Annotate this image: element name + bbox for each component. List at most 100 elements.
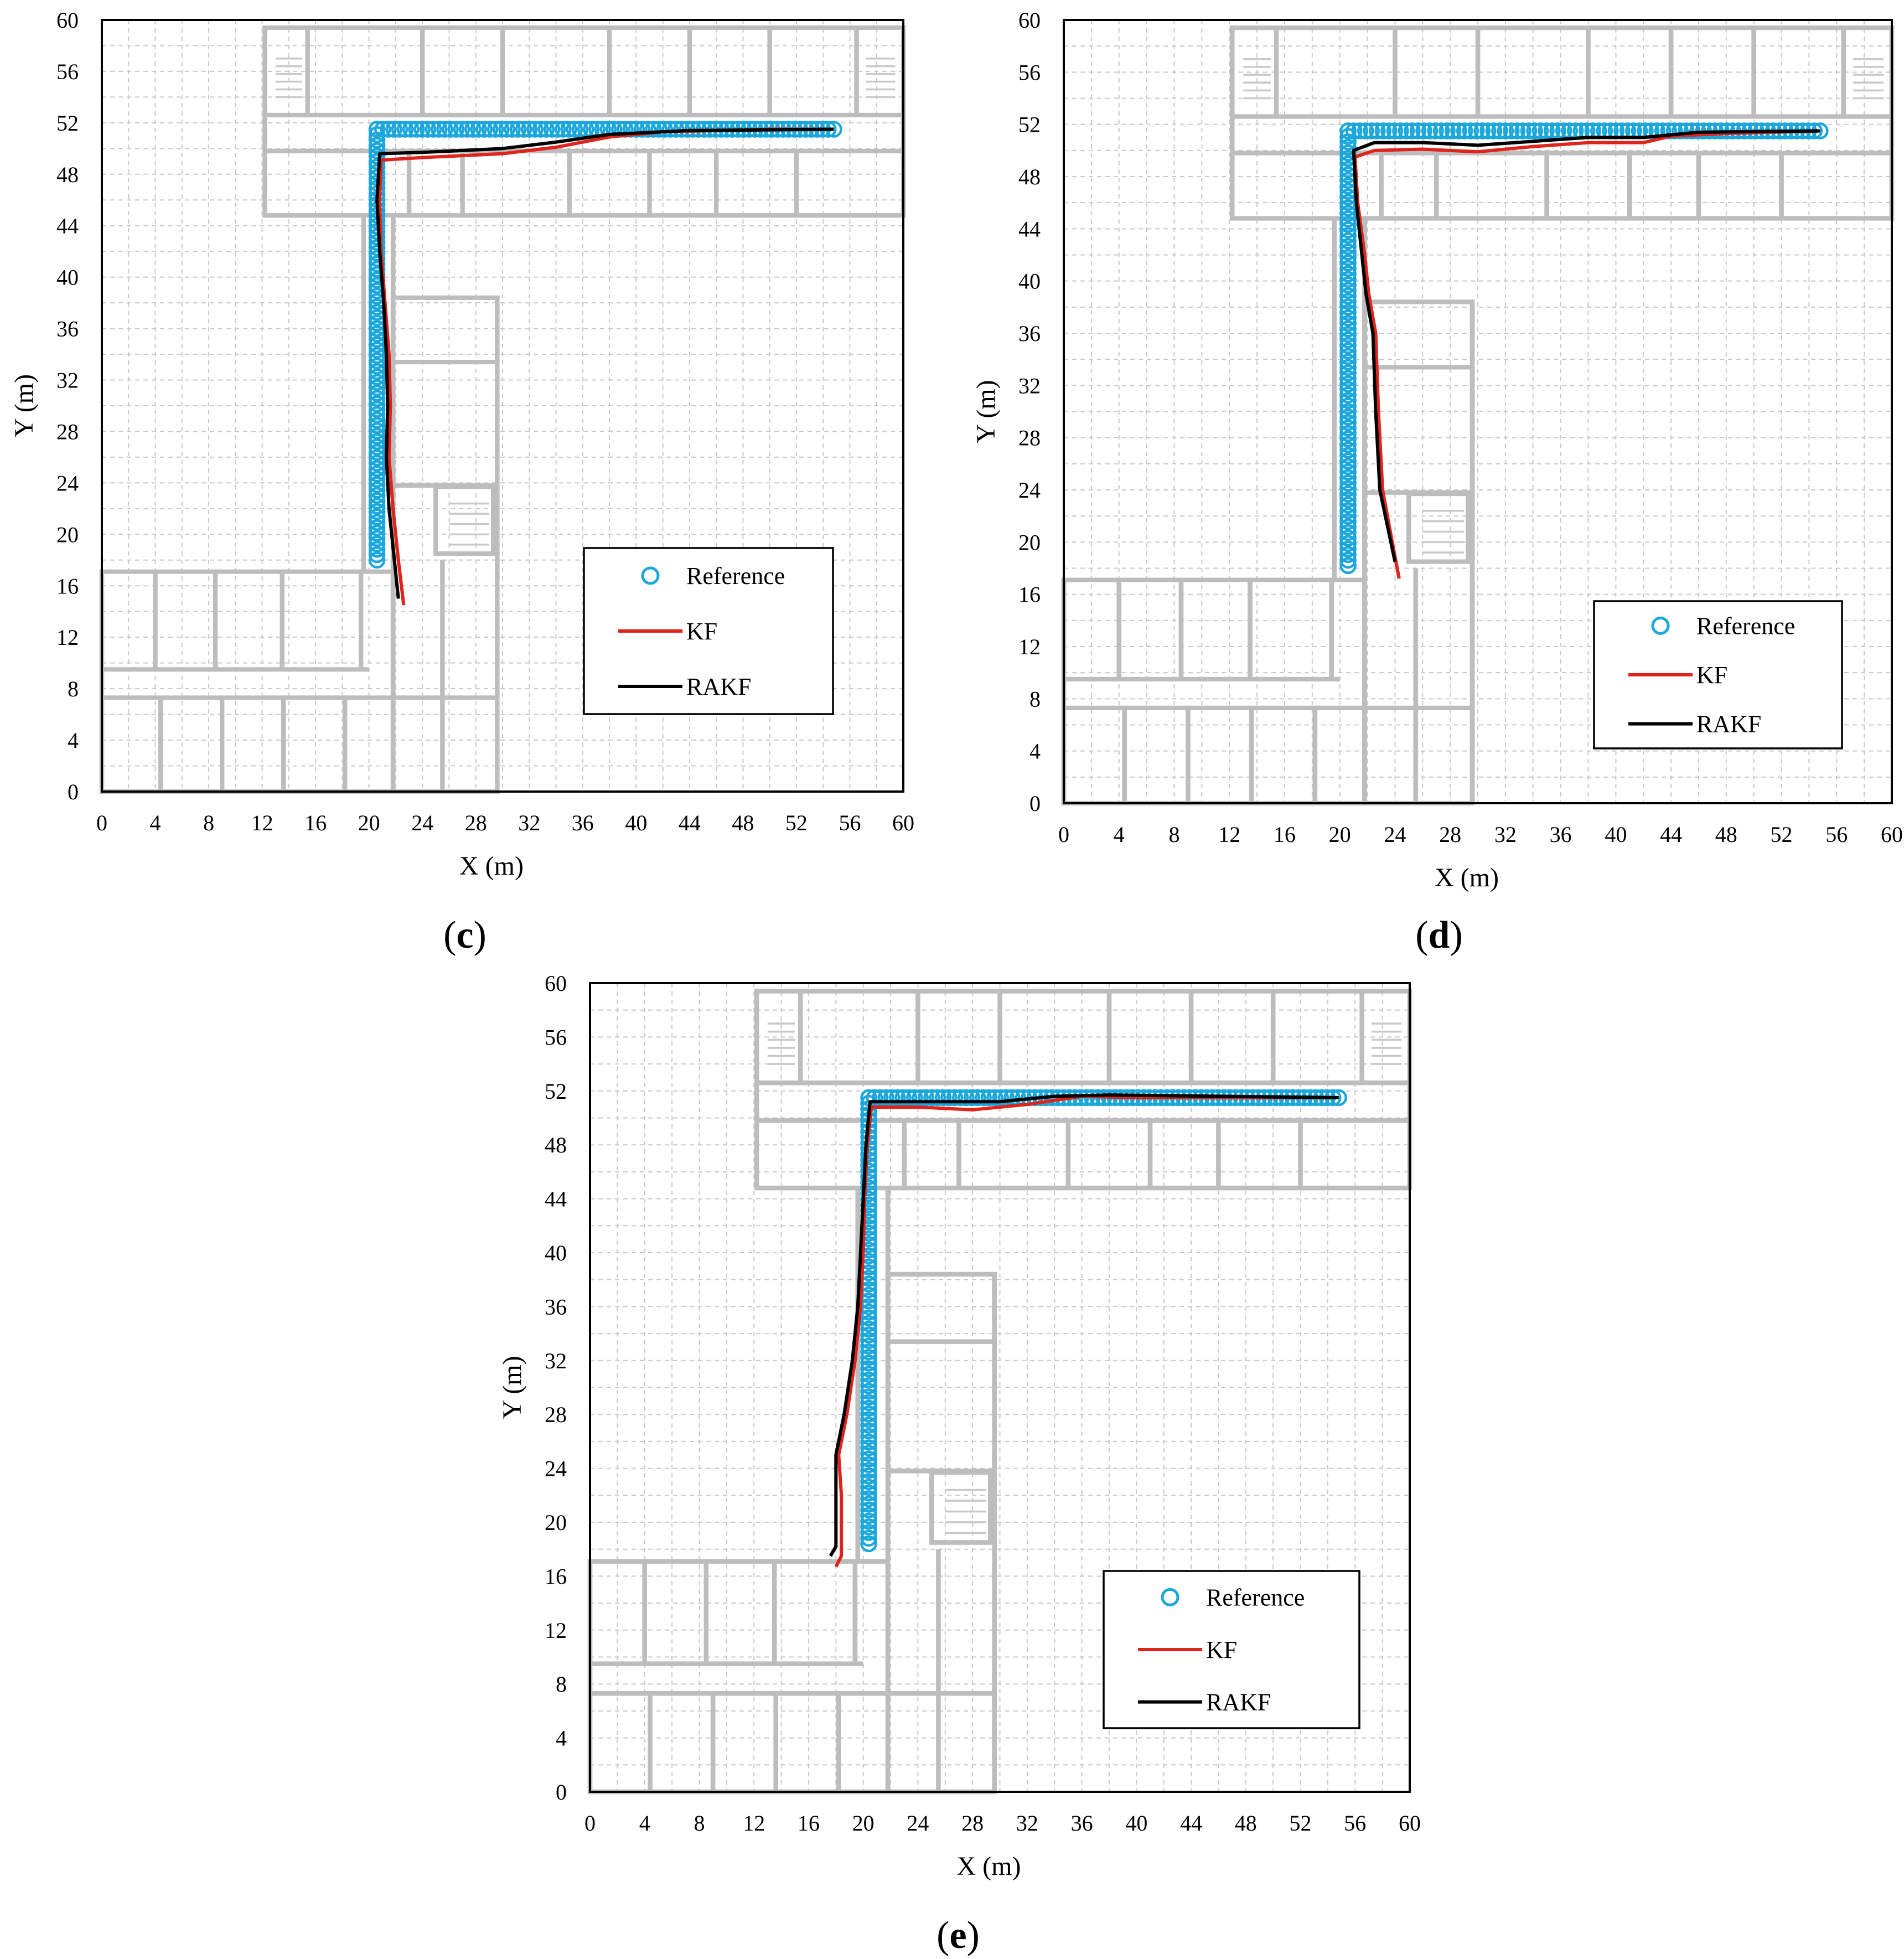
reference-point <box>1339 205 1357 222</box>
reference-point <box>650 121 668 138</box>
reference-point <box>860 1456 877 1474</box>
reference-point <box>1339 463 1357 481</box>
reference-point <box>860 1191 877 1208</box>
reference-point <box>368 137 386 154</box>
reference-point <box>958 1089 975 1107</box>
reference-point <box>860 1355 877 1372</box>
y-tick-label: 44 <box>545 1187 567 1212</box>
reference-point <box>368 384 386 402</box>
reference-point <box>385 121 402 138</box>
x-tick-label: 4 <box>150 810 161 835</box>
reference-point <box>1339 331 1357 349</box>
reference-point <box>917 1089 935 1107</box>
x-tick-label: 32 <box>1016 1811 1038 1836</box>
reference-point <box>1339 392 1357 409</box>
reference-point <box>1339 282 1357 299</box>
reference-point <box>368 374 386 391</box>
reference-point <box>1485 122 1503 139</box>
panel-label: (c) <box>443 914 487 957</box>
reference-point <box>860 1501 877 1518</box>
reference-point <box>1339 326 1357 343</box>
reference-point <box>906 1089 923 1107</box>
reference-point <box>571 121 589 138</box>
reference-point <box>934 1089 952 1107</box>
legend-label: Reference <box>686 562 785 590</box>
x-tick-label: 48 <box>732 810 754 835</box>
reference-point <box>368 342 386 359</box>
reference-point <box>1339 271 1357 288</box>
reference-point <box>1491 122 1508 139</box>
reference-point <box>1357 122 1374 139</box>
x-tick-label: 20 <box>1329 822 1351 847</box>
y-tick-label: 60 <box>56 8 79 33</box>
reference-point <box>1404 122 1421 139</box>
y-tick-label: 16 <box>56 573 79 598</box>
legend-label: KF <box>1696 661 1727 689</box>
reference-point <box>1462 122 1479 139</box>
x-tick-label: 16 <box>798 1811 820 1836</box>
reference-point <box>368 406 386 423</box>
plot-frame <box>1063 19 1893 804</box>
x-tick-label: 44 <box>679 810 701 835</box>
reference-point <box>1339 276 1357 294</box>
reference-point <box>860 1383 877 1400</box>
x-tick-label: 8 <box>1168 822 1179 847</box>
reference-point <box>1339 122 1357 139</box>
reference-point <box>860 1518 877 1536</box>
reference-point <box>1339 447 1357 464</box>
x-axis-label: X (m) <box>1435 863 1499 892</box>
x-axis-label: X (m) <box>459 851 524 881</box>
reference-point <box>1392 122 1409 139</box>
reference-point <box>1508 122 1526 139</box>
y-tick-label: 48 <box>545 1133 567 1157</box>
reference-point <box>894 1089 912 1107</box>
reference-point <box>1339 364 1357 382</box>
reference-point <box>860 1496 877 1513</box>
reference-point <box>860 1434 877 1451</box>
reference-point <box>458 121 476 138</box>
x-tick-label: 12 <box>743 1811 765 1836</box>
reference-point <box>1543 122 1561 139</box>
reference-point <box>368 433 386 451</box>
reference-point <box>515 121 532 138</box>
reference-point <box>860 1185 877 1202</box>
legend: Reference KF RAKF <box>1103 1570 1360 1729</box>
y-tick-label: 28 <box>56 419 79 444</box>
x-tick-label: 32 <box>1494 822 1517 847</box>
reference-point <box>368 487 386 504</box>
reference-point <box>1339 518 1357 536</box>
reference-point <box>860 1399 877 1417</box>
x-tick-label: 16 <box>1274 822 1296 847</box>
reference-point <box>1339 397 1357 415</box>
y-tick-label: 8 <box>556 1672 567 1697</box>
reference-point <box>1339 474 1357 492</box>
reference-point <box>860 1174 877 1191</box>
reference-point <box>860 1349 877 1366</box>
reference-point <box>368 261 386 278</box>
reference-point <box>368 530 386 547</box>
y-tick-label: 8 <box>1029 686 1041 711</box>
y-tick-label: 12 <box>1018 634 1041 659</box>
x-tick-label: 4 <box>639 1811 650 1836</box>
reference-point <box>368 368 386 386</box>
reference-point <box>504 121 521 138</box>
reference-point <box>1339 430 1357 448</box>
reference-point <box>368 519 386 536</box>
reference-point <box>1339 315 1357 332</box>
legend-label: Reference <box>1206 1584 1305 1611</box>
reference-point <box>1363 122 1380 139</box>
y-tick-label: 40 <box>1018 269 1041 294</box>
x-tick-label: 16 <box>304 810 327 835</box>
y-tick-label: 32 <box>56 368 79 393</box>
reference-point <box>860 1315 877 1332</box>
reference-point <box>1339 508 1357 525</box>
reference-point <box>368 347 386 364</box>
reference-point <box>493 121 510 138</box>
reference-point <box>368 358 386 375</box>
reference-point <box>860 1490 877 1507</box>
y-tick-label: 52 <box>1018 112 1041 137</box>
reference-point <box>951 1089 969 1107</box>
reference-point <box>860 1439 877 1456</box>
reference-point <box>661 121 679 138</box>
reference-point <box>1351 122 1368 139</box>
